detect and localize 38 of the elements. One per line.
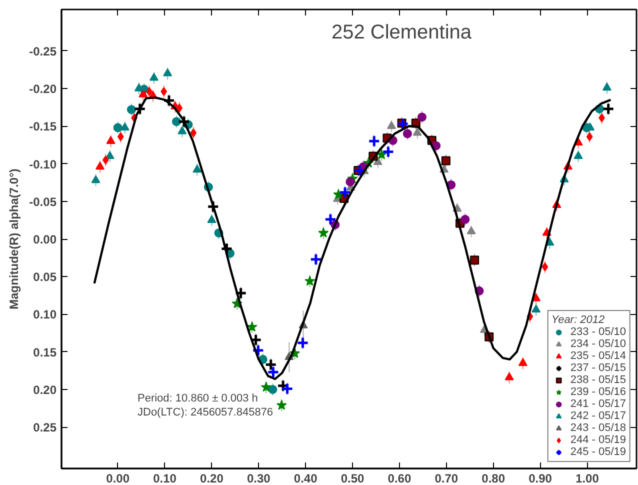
x-tick-label: 1.00 xyxy=(576,472,600,485)
x-tick-label: 0.60 xyxy=(388,472,412,485)
y-tick-label: -0.20 xyxy=(29,82,57,96)
y-tick-label: 0.00 xyxy=(33,232,57,246)
legend-label: 243 - 05/18 xyxy=(570,422,626,434)
y-tick-label: 0.25 xyxy=(33,420,57,435)
legend-label: 242 - 05/17 xyxy=(570,410,626,422)
y-tick-label: 0.10 xyxy=(33,308,57,322)
legend-label: 233 - 05/10 xyxy=(570,326,626,338)
legend-label: 241 - 05/17 xyxy=(570,398,626,410)
y-tick-label: -0.05 xyxy=(29,194,57,209)
x-tick-label: 0.50 xyxy=(340,472,365,485)
y-tick-label: 0.15 xyxy=(33,345,57,360)
y-tick-label: -0.15 xyxy=(29,120,57,134)
annotation: Period: 10.860 ± 0.003 h xyxy=(138,392,258,404)
x-tick-label: 0.70 xyxy=(434,472,458,485)
y-tick-label: -0.10 xyxy=(29,157,57,172)
legend-label: 234 - 05/10 xyxy=(570,338,626,350)
legend-label: 244 - 05/19 xyxy=(570,434,626,446)
legend-title: Year: 2012 xyxy=(551,314,606,326)
x-tick-label: 0.10 xyxy=(153,472,177,485)
y-tick-label: 0.05 xyxy=(33,270,57,284)
annotation: JDo(LTC): 2456057.845876 xyxy=(138,406,274,418)
y-tick-label: -0.25 xyxy=(29,44,57,58)
x-tick-label: 0.40 xyxy=(294,472,318,485)
y-tick-label: 0.20 xyxy=(33,382,57,397)
legend-label: 237 - 05/15 xyxy=(570,362,626,374)
x-tick-label: 0.80 xyxy=(482,472,506,485)
x-tick-label: 0.30 xyxy=(246,472,271,485)
legend-label: 239 - 05/16 xyxy=(570,386,626,398)
text: 252 Clementina xyxy=(331,22,472,44)
x-tick-label: 0.00 xyxy=(106,472,130,485)
legend-label: 238 - 05/15 xyxy=(570,374,626,386)
y-axis-title: Magnitude(R) alpha(7.0°) xyxy=(7,168,22,310)
legend-label: 235 - 05/14 xyxy=(570,350,626,362)
x-tick-label: 0.20 xyxy=(200,472,224,485)
x-tick-label: 0.90 xyxy=(528,472,552,485)
legend-label: 245 - 05/19 xyxy=(570,446,626,458)
